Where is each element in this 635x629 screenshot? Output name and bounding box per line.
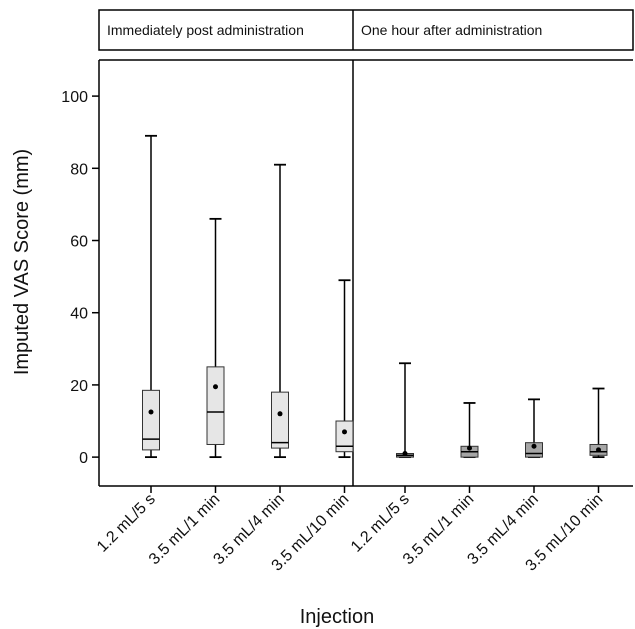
iqr-box	[142, 389, 160, 451]
box-0-0	[142, 134, 160, 459]
mean-dot	[277, 411, 283, 417]
mean-dot	[342, 429, 347, 435]
y-axis-title: Imputed VAS Score (mm)	[11, 149, 33, 375]
mean-dot	[148, 409, 154, 415]
panel-immediately-post-administration	[142, 134, 354, 459]
mean-dot	[531, 443, 537, 449]
y-tick-label: 100	[61, 89, 88, 106]
y-tick-label: 0	[79, 450, 88, 467]
box-0-1	[206, 217, 225, 459]
panel-one-hour-after-administration	[396, 362, 608, 459]
mean-dot	[402, 451, 408, 457]
y-tick-label: 80	[70, 161, 88, 178]
x-axis-title: Injection	[300, 606, 375, 628]
y-tick-label: 40	[70, 306, 88, 323]
strip-header-frame	[98, 9, 634, 51]
box-1-2	[525, 398, 543, 459]
strip-label-one-hour: One hour after administration	[361, 22, 542, 38]
box-0-2	[271, 163, 289, 459]
mean-dot	[467, 445, 472, 451]
mean-dot	[596, 447, 601, 453]
box-1-0	[396, 362, 414, 459]
box-1-3	[589, 387, 608, 459]
iqr-box	[335, 420, 354, 453]
iqr-box	[271, 391, 289, 449]
y-tick-label: 60	[70, 234, 88, 251]
box-1-1	[460, 402, 479, 459]
box-0-3	[335, 279, 354, 459]
iqr-box	[206, 366, 225, 445]
y-axis: 0 20 40 60 80 100	[61, 89, 99, 467]
y-tick-label: 20	[70, 378, 88, 395]
mean-dot	[213, 384, 218, 390]
strip-label-immediately: Immediately post administration	[107, 22, 304, 38]
